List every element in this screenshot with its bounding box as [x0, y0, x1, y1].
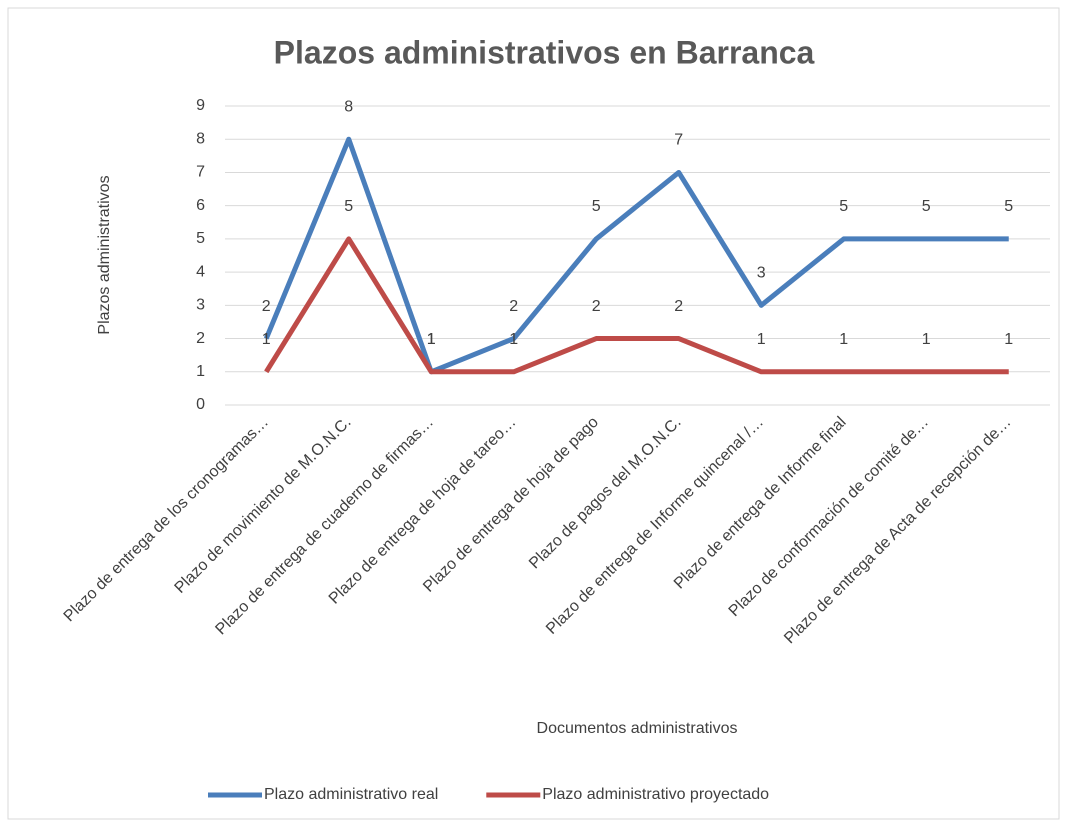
- x-axis-label: Documentos administrativos: [537, 720, 738, 737]
- chart-border: [7, 7, 1060, 820]
- y-tick-label: 0: [196, 396, 205, 413]
- y-tick-label: 3: [196, 297, 205, 314]
- series-line: [264, 236, 1009, 375]
- data-label: 8: [344, 98, 353, 115]
- legend-label: Plazo administrativo proyectado: [542, 786, 769, 803]
- y-tick-label: 5: [196, 230, 205, 247]
- data-label: 1: [427, 331, 436, 348]
- data-label: 5: [839, 198, 848, 215]
- legend-label: Plazo administrativo real: [264, 786, 438, 803]
- data-label: 7: [674, 132, 683, 149]
- y-tick-label: 2: [196, 330, 205, 347]
- data-label: 5: [344, 198, 353, 215]
- y-axis-label: Plazos administrativos: [96, 175, 113, 334]
- data-label: 1: [1004, 331, 1013, 348]
- data-label: 2: [592, 298, 601, 315]
- series-line: [263, 136, 1009, 375]
- y-tick-label: 8: [196, 130, 205, 147]
- data-label: 1: [839, 331, 848, 348]
- data-label: 5: [592, 198, 601, 215]
- y-tick-label: 6: [196, 197, 205, 214]
- data-label: 3: [757, 265, 766, 282]
- data-label: 2: [674, 298, 683, 315]
- data-label: 1: [757, 331, 766, 348]
- chart-title: Plazos administrativos en Barranca: [274, 34, 815, 70]
- data-label: 1: [509, 331, 518, 348]
- data-label: 1: [922, 331, 931, 348]
- data-label: 1: [262, 331, 271, 348]
- data-label: 1: [427, 331, 436, 348]
- y-tick-label: 1: [196, 363, 205, 380]
- data-label: 2: [262, 298, 271, 315]
- y-tick-label: 9: [196, 97, 205, 114]
- data-label: 5: [1004, 198, 1013, 215]
- data-label: 5: [922, 198, 931, 215]
- data-label: 2: [509, 298, 518, 315]
- y-tick-label: 4: [196, 263, 205, 280]
- y-tick-label: 7: [196, 164, 205, 181]
